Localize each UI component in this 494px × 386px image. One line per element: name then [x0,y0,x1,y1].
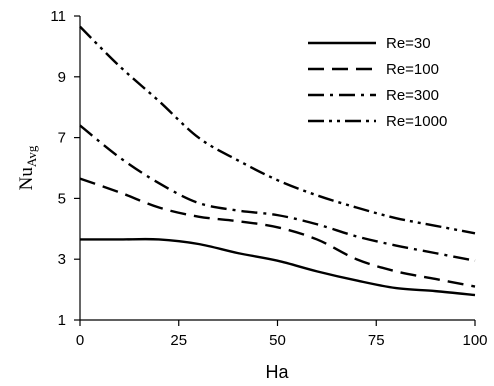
y-tick-label: 5 [58,190,66,207]
y-tick-label: 1 [58,312,66,329]
y-ticks: 1 3 5 7 9 11 [50,8,80,329]
y-tick-label: 9 [58,69,66,86]
legend-label: Re=30 [386,35,431,52]
y-axis-title: NuAvg [16,145,39,190]
x-tick-label: 0 [76,332,84,349]
x-tick-label: 100 [462,332,487,349]
x-ticks: 0 25 50 75 100 [76,320,488,349]
x-axis-title: Ha [265,362,289,382]
legend-label: Re=300 [386,87,439,104]
series-line-re-1000 [79,25,476,235]
x-tick-label: 25 [170,332,187,349]
x-tick-label: 75 [368,332,385,349]
legend: Re=30 Re=100 Re=300 Re=1000 [308,35,447,130]
series-layer [79,25,476,297]
series-line-re-100 [79,177,476,288]
y-tick-label: 3 [58,251,66,268]
y-tick-label: 7 [58,130,66,147]
series-line-re-300 [79,124,476,262]
series-line-re-30 [80,237,476,297]
legend-label: Re=100 [386,61,439,78]
legend-label: Re=1000 [386,113,447,130]
y-axis-title-main: Nu [16,167,37,191]
y-axis-title-sub: Avg [24,145,39,167]
x-tick-label: 50 [269,332,286,349]
y-tick-label: 11 [50,8,66,25]
